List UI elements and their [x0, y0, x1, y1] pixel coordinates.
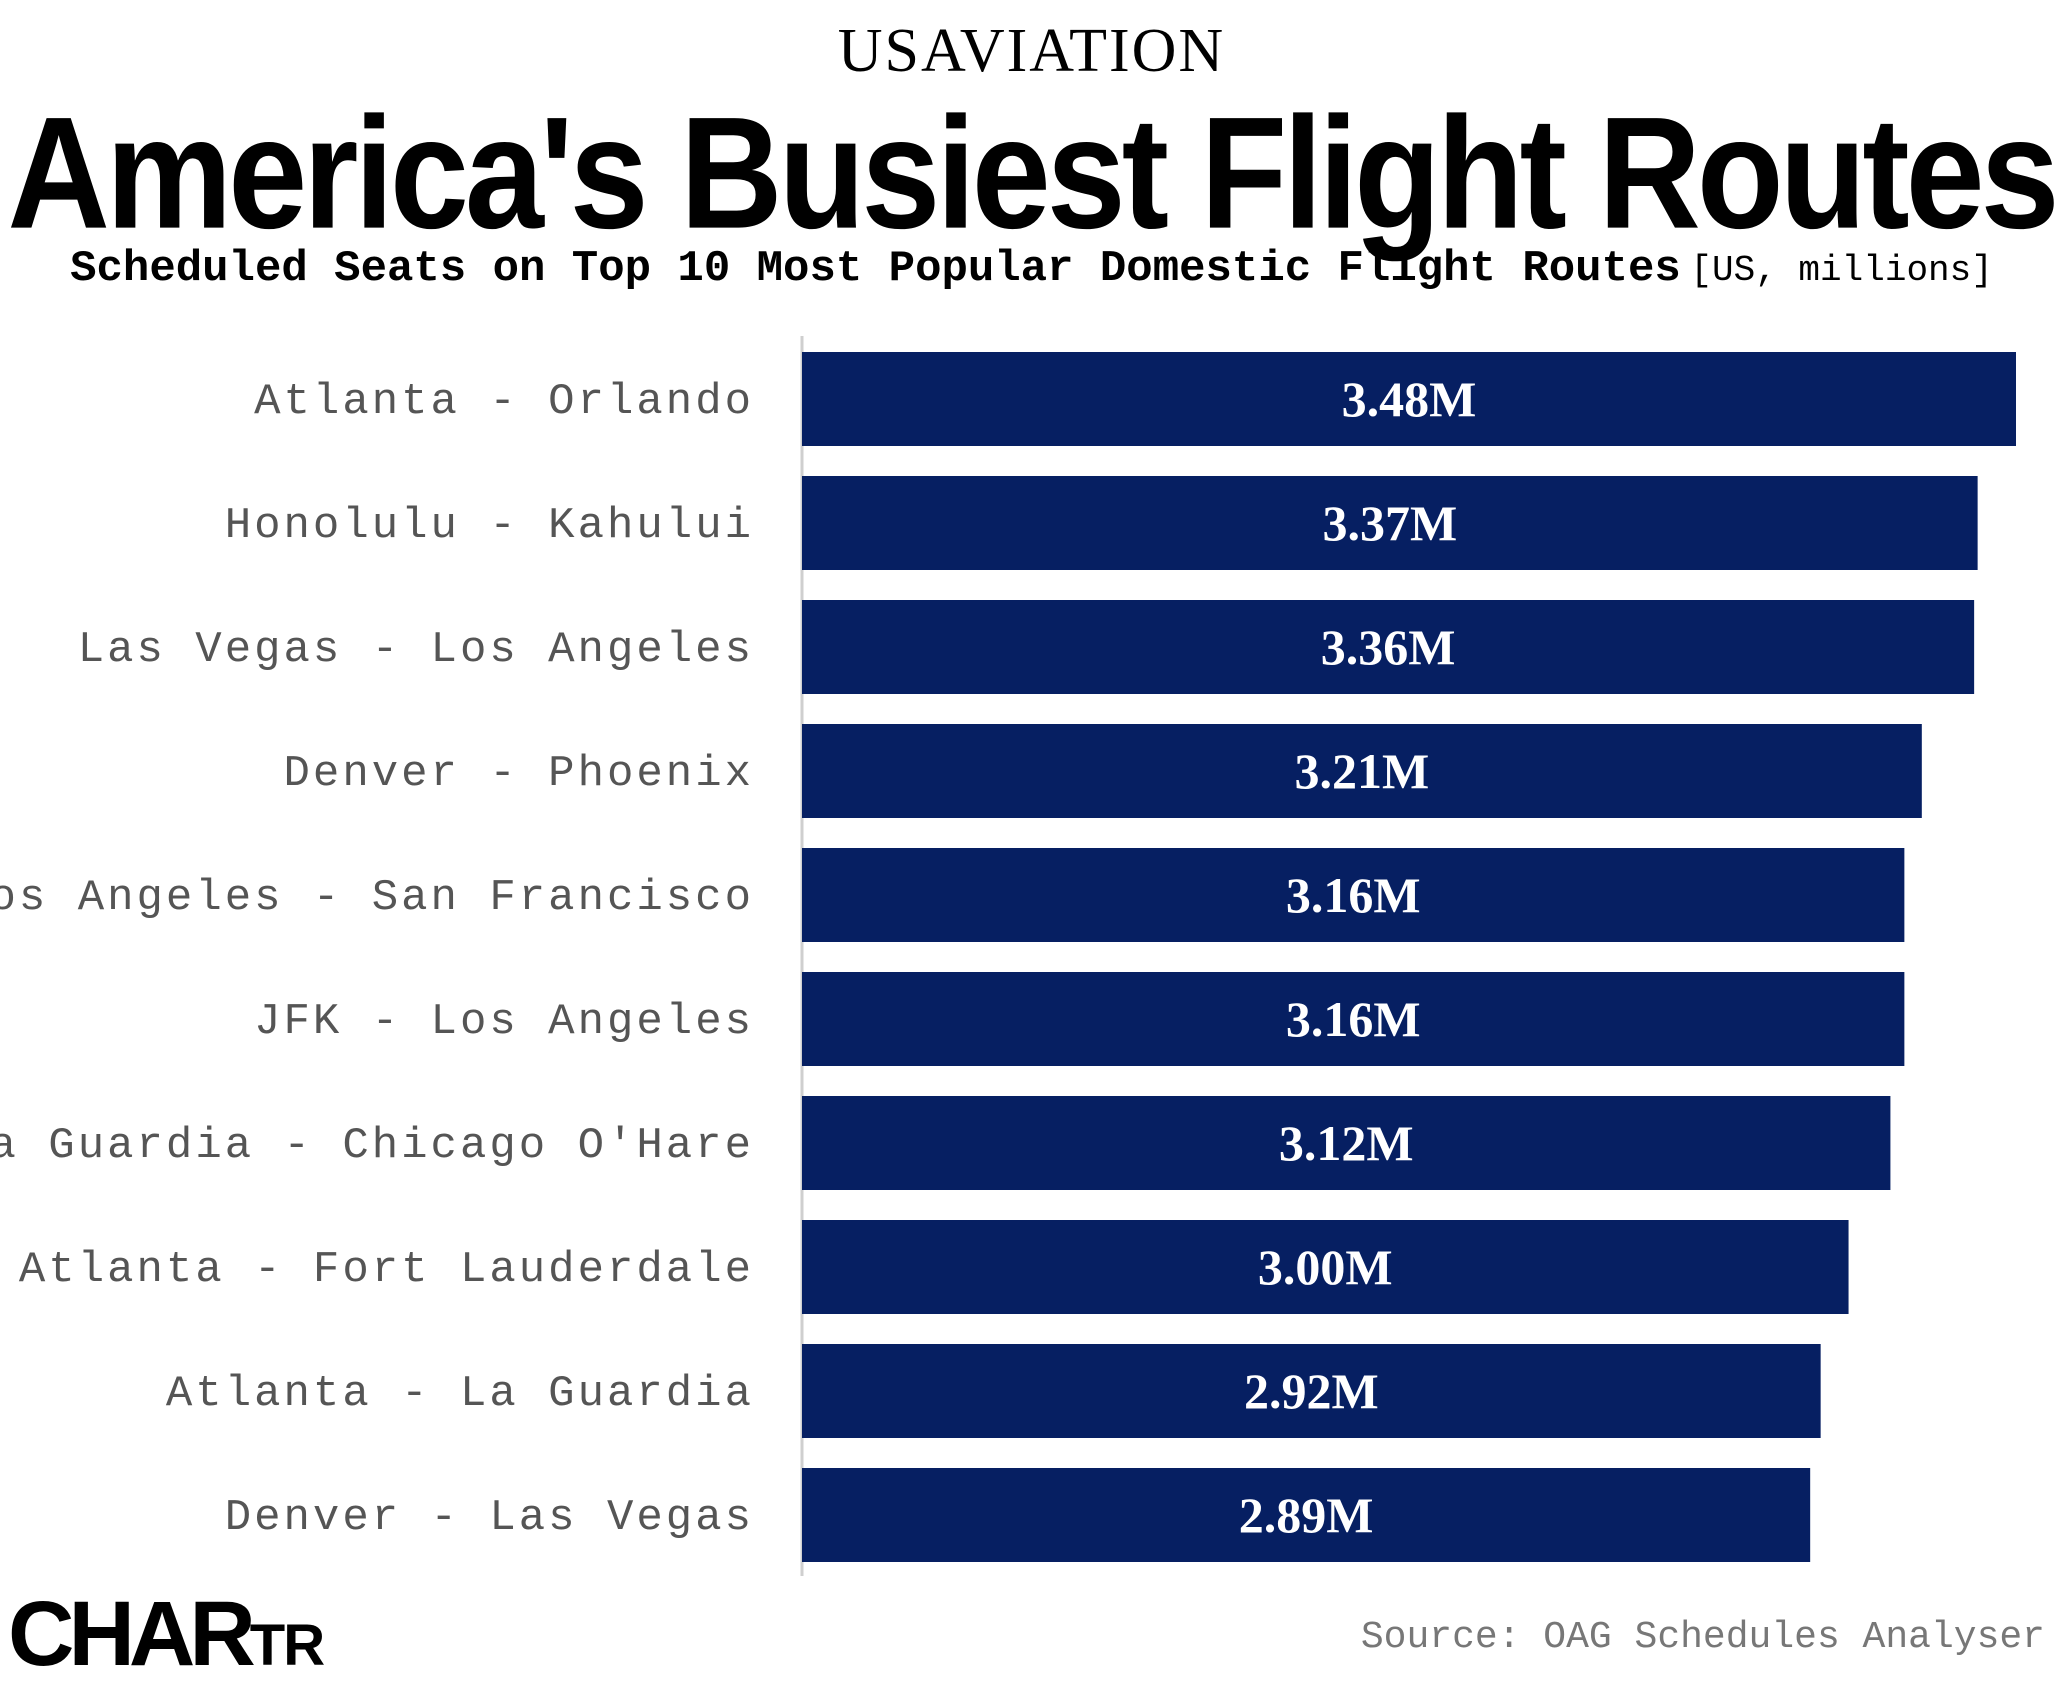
bar-3 [802, 600, 1975, 694]
bar-value-label-2: 3.37M [1322, 495, 1457, 551]
chartr-logo: CHARTR [8, 1582, 325, 1687]
bar-value-label-1: 3.48M [1342, 371, 1477, 427]
bar-7 [802, 1096, 1891, 1190]
bar-1 [802, 352, 2016, 446]
bar-2 [802, 476, 1978, 570]
category-label-9: Atlanta - La Guardia [166, 1369, 754, 1419]
bar-9 [802, 1344, 1821, 1438]
bar-8 [802, 1220, 1849, 1314]
bar-chart: 3.48M Atlanta - Orlando 3.37M Honolulu - Ka… [0, 336, 2016, 1576]
logo-main: CHAR [8, 1583, 256, 1685]
category-label-1: Atlanta - Orlando [254, 377, 754, 427]
bar-value-label-5: 3.16M [1286, 867, 1421, 923]
bar-value-label-10: 2.89M [1239, 1487, 1374, 1543]
bar-6 [802, 972, 1905, 1066]
source-note: Source: OAG Schedules Analyser [1360, 1616, 2045, 1659]
subtitle-text: Scheduled Seats on Top 10 Most Popular D… [70, 244, 1681, 294]
chart-subtitle: Scheduled Seats on Top 10 Most Popular D… [0, 244, 2063, 294]
category-label-8: Atlanta - Fort Lauderdale [19, 1245, 754, 1295]
bar-value-label-6: 3.16M [1286, 991, 1421, 1047]
chart-kicker: USAVIATION [837, 17, 1226, 85]
category-label-10: Denver - Las Vegas [225, 1493, 754, 1543]
bar-5 [802, 848, 1905, 942]
category-label-6: JFK - Los Angeles [254, 997, 754, 1047]
category-label-3: Las Vegas - Los Angeles [78, 625, 754, 675]
bar-value-label-9: 2.92M [1244, 1363, 1379, 1419]
category-label-4: Denver - Phoenix [284, 749, 754, 799]
bar-10 [802, 1468, 1811, 1562]
category-label-2: Honolulu - Kahului [225, 501, 754, 551]
category-label-7: La Guardia - Chicago O'Hare [0, 1121, 754, 1171]
bar-4 [802, 724, 1922, 818]
bar-value-label-3: 3.36M [1321, 619, 1456, 675]
chart-title: America's Busiest Flight Routes [7, 84, 2059, 263]
unit-note: [US, millions] [1690, 250, 1993, 291]
bar-value-label-7: 3.12M [1279, 1115, 1414, 1171]
bar-value-label-8: 3.00M [1258, 1239, 1393, 1295]
category-label-5: Los Angeles - San Francisco [0, 873, 754, 923]
bar-value-label-4: 3.21M [1295, 743, 1430, 799]
logo-small: TR [249, 1613, 325, 1678]
